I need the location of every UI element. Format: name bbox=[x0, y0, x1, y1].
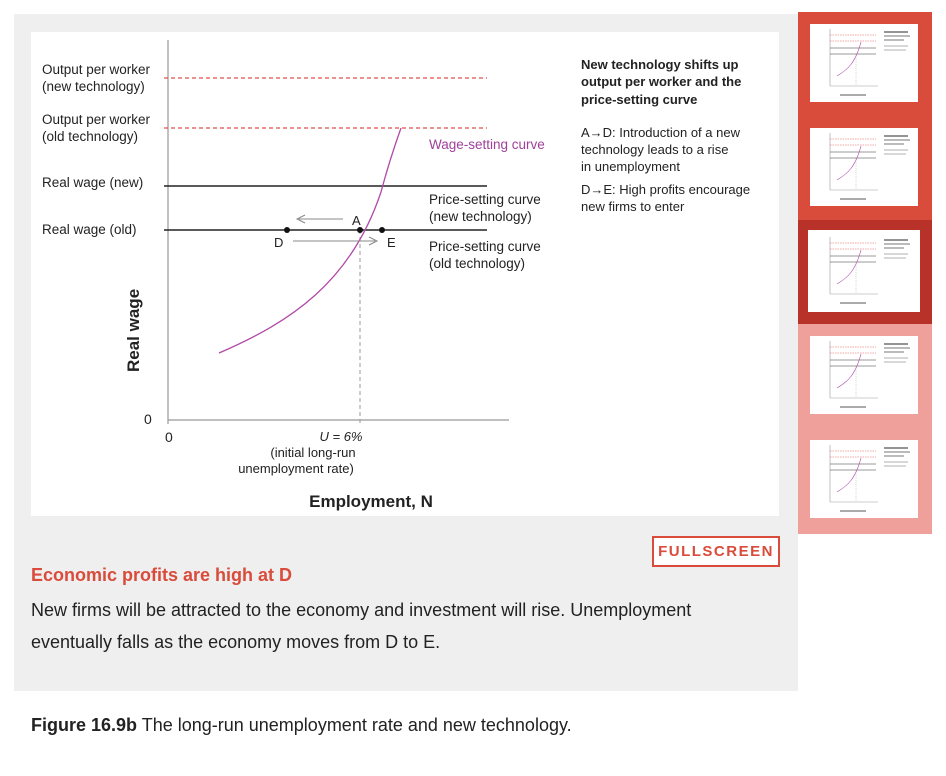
thumbnail-step-5[interactable] bbox=[810, 440, 918, 518]
label-psc-old-1: Price-setting curve bbox=[429, 239, 541, 254]
note-ad-3: in unemployment bbox=[581, 159, 680, 174]
y-axis-label: Real wage bbox=[124, 289, 143, 372]
thumbnail-strip bbox=[798, 12, 932, 534]
note-ad-2: technology leads to a rise bbox=[581, 142, 728, 157]
thumbnail-step-2[interactable] bbox=[810, 128, 918, 206]
note-heading-2: output per worker and the bbox=[581, 74, 741, 89]
wage-setting-curve bbox=[218, 127, 402, 354]
note-heading-3: price-setting curve bbox=[581, 92, 697, 107]
thumbnail-step-1[interactable] bbox=[810, 24, 918, 102]
note-de-1: D→E: High profits encourage bbox=[581, 182, 750, 197]
x-annotation-line2: (initial long-run bbox=[270, 445, 355, 460]
figure-caption: Figure 16.9b The long-run unemployment r… bbox=[31, 715, 572, 736]
point-e bbox=[379, 227, 385, 233]
point-d bbox=[284, 227, 290, 233]
figure-caption-text: The long-run unemployment rate and new t… bbox=[137, 715, 572, 735]
step-body: New firms will be attracted to the econo… bbox=[31, 600, 692, 652]
label-e: E bbox=[387, 235, 396, 250]
arrow-right-head bbox=[368, 236, 379, 246]
label-output-new-2: (new technology) bbox=[42, 79, 145, 94]
point-a bbox=[357, 227, 363, 233]
note-heading-1: New technology shifts up bbox=[581, 57, 739, 72]
label-output-old-2: (old technology) bbox=[42, 129, 138, 144]
origin-x-label: 0 bbox=[165, 429, 173, 445]
origin-y-label: 0 bbox=[144, 411, 152, 427]
label-output-new-1: Output per worker bbox=[42, 62, 151, 77]
x-annotation-line3: unemployment rate) bbox=[238, 461, 354, 476]
arrow-left-head bbox=[295, 214, 306, 224]
label-wage-old: Real wage (old) bbox=[42, 222, 137, 237]
figure-number: Figure 16.9b bbox=[31, 715, 138, 735]
label-psc-new-1: Price-setting curve bbox=[429, 192, 541, 207]
x-axis-label: Employment, N bbox=[309, 492, 433, 511]
thumbnail-step-4[interactable] bbox=[810, 336, 918, 414]
note-ad-1: A→D: Introduction of a new bbox=[581, 125, 741, 140]
label-psc-new-2: (new technology) bbox=[429, 209, 532, 224]
label-wage-setting: Wage-setting curve bbox=[429, 137, 545, 152]
label-a: A bbox=[352, 213, 361, 228]
fullscreen-button[interactable]: FULLSCREEN bbox=[652, 536, 780, 567]
label-output-old-1: Output per worker bbox=[42, 112, 151, 127]
label-psc-old-2: (old technology) bbox=[429, 256, 525, 271]
thumbnail-step-3[interactable] bbox=[808, 230, 920, 312]
unemployment-diagram: A D E Output per worker (new technology)… bbox=[42, 40, 750, 511]
note-de-2: new firms to enter bbox=[581, 199, 685, 214]
label-wage-new: Real wage (new) bbox=[42, 175, 143, 190]
x-annotation-line1: U = 6% bbox=[320, 429, 363, 444]
label-d: D bbox=[274, 235, 283, 250]
step-title: Economic profits are high at D bbox=[31, 565, 293, 585]
diagram-card: A D E Output per worker (new technology)… bbox=[31, 32, 779, 516]
